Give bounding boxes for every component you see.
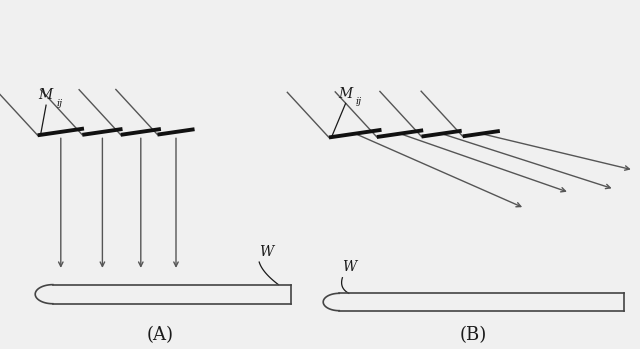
Text: M: M: [38, 88, 52, 102]
Text: (B): (B): [460, 326, 487, 344]
Text: ij: ij: [356, 97, 362, 106]
Text: W: W: [259, 245, 273, 259]
Text: (A): (A): [147, 326, 173, 344]
Text: W: W: [342, 260, 356, 274]
Text: M: M: [338, 87, 352, 101]
Text: ij: ij: [56, 99, 63, 108]
